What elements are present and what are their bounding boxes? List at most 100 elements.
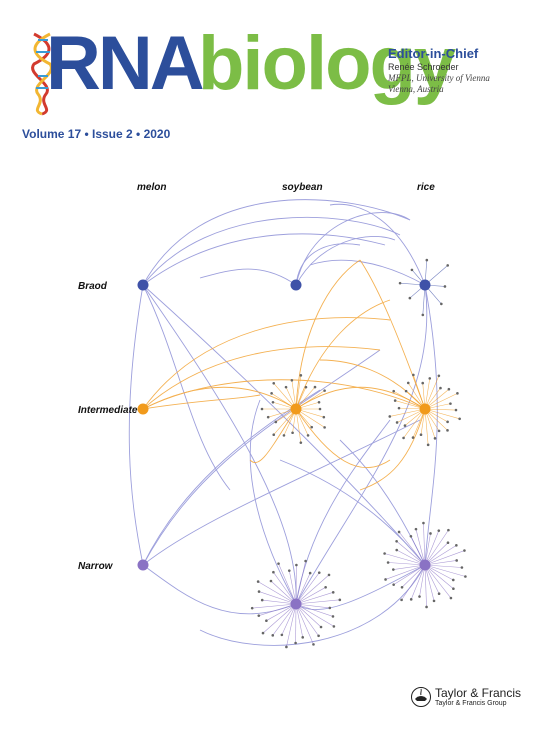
satellite-node bbox=[432, 599, 436, 603]
spoke-line bbox=[423, 523, 426, 566]
publisher-lamp-icon bbox=[411, 687, 431, 707]
satellite-node bbox=[397, 406, 401, 410]
spoke-line bbox=[389, 408, 426, 417]
satellite-node bbox=[439, 386, 442, 390]
satellite-node bbox=[455, 559, 458, 562]
satellite-node bbox=[317, 634, 320, 638]
satellite-node bbox=[317, 400, 321, 404]
satellite-node bbox=[313, 385, 317, 389]
satellite-node bbox=[308, 571, 312, 575]
spoke-line bbox=[295, 572, 311, 605]
spoke-line bbox=[424, 408, 460, 420]
publisher-block: Taylor & Francis Taylor & Francis Group bbox=[411, 686, 551, 716]
satellite-node bbox=[443, 285, 447, 288]
satellite-node bbox=[425, 605, 428, 609]
spoke-line bbox=[295, 603, 304, 638]
spoke-line bbox=[295, 603, 330, 609]
satellite-node bbox=[287, 569, 291, 572]
satellite-node bbox=[294, 641, 297, 645]
satellite-node bbox=[261, 631, 265, 635]
node-melon-broad bbox=[137, 279, 149, 291]
satellite-node bbox=[404, 389, 408, 393]
satellite-node bbox=[392, 389, 395, 393]
row-label-intermediate: Intermediate bbox=[78, 405, 138, 416]
spoke-line bbox=[295, 587, 326, 605]
spoke-line bbox=[424, 393, 458, 410]
row-label-narrow: Narrow bbox=[78, 561, 114, 572]
column-label-soybean: soybean bbox=[282, 182, 323, 193]
node-rice-narrow bbox=[419, 559, 431, 571]
satellite-node bbox=[449, 402, 452, 405]
spoke-line bbox=[384, 553, 426, 566]
spoke-line bbox=[424, 530, 440, 566]
spoke-line bbox=[272, 603, 297, 636]
satellite-node bbox=[312, 643, 315, 646]
satellite-node bbox=[386, 561, 390, 564]
satellite-node bbox=[395, 539, 398, 543]
satellite-node bbox=[411, 436, 415, 439]
spoke-line bbox=[398, 531, 426, 566]
spoke-line bbox=[385, 564, 426, 580]
satellite-node bbox=[409, 534, 413, 538]
satellite-node bbox=[433, 437, 437, 440]
spoke-line bbox=[424, 529, 449, 566]
satellite-node bbox=[331, 615, 335, 618]
spoke-line bbox=[273, 572, 297, 605]
satellite-node bbox=[269, 579, 273, 583]
satellite-node bbox=[425, 258, 429, 262]
satellite-node bbox=[322, 415, 326, 419]
journal-title-rna: RNA bbox=[46, 21, 205, 106]
satellite-node bbox=[323, 426, 326, 429]
spoke-line bbox=[295, 375, 302, 410]
spoke-line bbox=[424, 375, 440, 410]
satellite-node bbox=[272, 433, 276, 436]
satellite-spokes bbox=[250, 258, 467, 649]
satellite-node bbox=[449, 596, 453, 600]
satellite-node bbox=[383, 552, 386, 555]
satellite-node bbox=[271, 400, 275, 404]
column-label-rice: rice bbox=[417, 182, 435, 193]
satellite-node bbox=[272, 570, 275, 574]
spoke-line bbox=[295, 603, 334, 617]
satellite-node bbox=[402, 436, 405, 440]
satellite-node bbox=[460, 566, 464, 569]
satellite-node bbox=[429, 532, 432, 535]
satellite-node bbox=[400, 598, 403, 602]
satellite-node bbox=[446, 429, 449, 432]
node-soybean-narrow bbox=[290, 598, 302, 610]
spoke-line bbox=[295, 560, 306, 605]
spoke-line bbox=[262, 603, 297, 634]
publisher-name: Taylor & Francis bbox=[435, 686, 522, 700]
satellite-node bbox=[327, 573, 331, 577]
satellite-node bbox=[463, 549, 466, 552]
editor-affiliation-1: MFPL, University of Vienna bbox=[388, 73, 490, 83]
spoke-line bbox=[393, 564, 426, 585]
spoke-line bbox=[424, 564, 452, 599]
satellite-node bbox=[257, 590, 261, 593]
satellite-node bbox=[422, 521, 425, 525]
satellite-node bbox=[319, 625, 323, 629]
spoke-line bbox=[403, 408, 426, 439]
spoke-line bbox=[281, 603, 297, 636]
satellite-node bbox=[406, 381, 410, 385]
satellite-node bbox=[393, 399, 397, 402]
spoke-line bbox=[413, 374, 426, 410]
satellite-node bbox=[338, 598, 342, 602]
satellite-node bbox=[395, 548, 399, 552]
satellite-node bbox=[272, 382, 276, 385]
node-rice-intermediate bbox=[419, 403, 431, 415]
satellite-node bbox=[280, 633, 284, 637]
satellite-node bbox=[328, 606, 332, 610]
spoke-line bbox=[415, 529, 426, 566]
spoke-line bbox=[295, 390, 325, 410]
satellite-node bbox=[284, 385, 288, 389]
satellite-node bbox=[395, 421, 399, 424]
network-figure: melon soybean rice Braod Intermediate Na… bbox=[78, 182, 467, 649]
spoke-line bbox=[257, 581, 297, 605]
node-soybean-broad bbox=[290, 279, 302, 291]
spoke-line bbox=[393, 390, 426, 410]
node-melon-intermediate bbox=[137, 403, 149, 415]
satellite-node bbox=[317, 571, 321, 574]
journal-title-biology: biology bbox=[198, 21, 456, 106]
